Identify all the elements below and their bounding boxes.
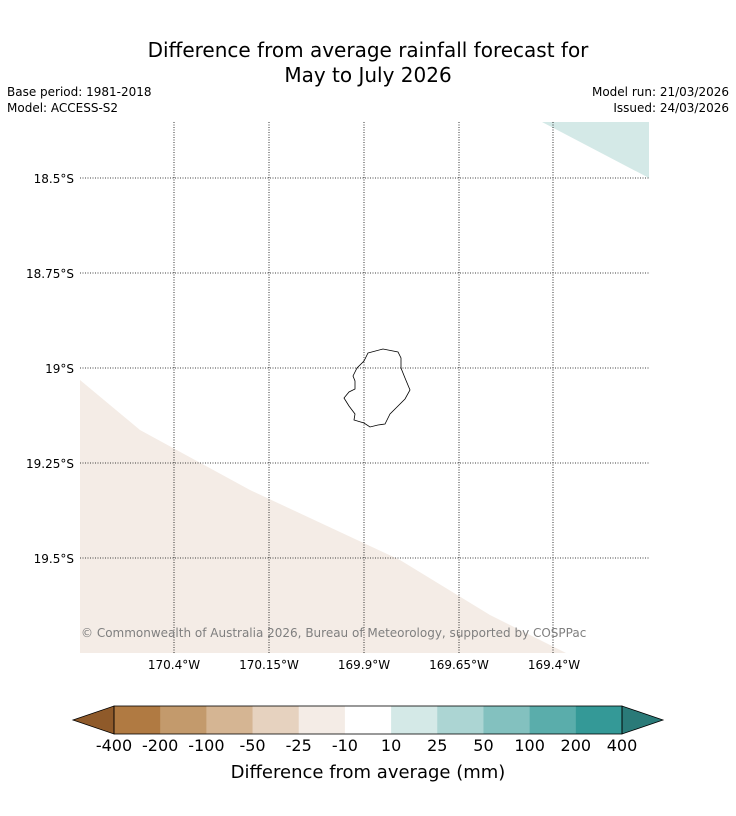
model-run: Model run: 21/03/2026 (591, 85, 729, 99)
wet-region (542, 122, 649, 178)
island-coastline (343, 348, 411, 428)
colorbar-tick-label: 10 (381, 736, 401, 755)
dry-region (80, 380, 566, 653)
lon-label-170-15: 170.15°W (239, 658, 299, 672)
lon-label-169-4: 169.4°W (528, 658, 580, 672)
colorbar-segment (575, 706, 623, 734)
colorbar-segment (483, 706, 531, 734)
copyright-note: © Commonwealth of Australia 2026, Bureau… (81, 626, 586, 640)
model-name: Model: ACCESS-S2 (7, 101, 119, 115)
colorbar-tick-label: -50 (239, 736, 265, 755)
colorbar-tick-label: 100 (514, 736, 545, 755)
colorbar-tick-label: 200 (561, 736, 592, 755)
colorbar-outline (113, 705, 623, 735)
lat-label-18-75: 18.75°S (26, 267, 74, 281)
colorbar-segment (252, 706, 300, 734)
colorbar-segment (391, 706, 438, 734)
colorbar-segments (114, 706, 623, 734)
colorbar-segment (298, 706, 346, 734)
title-line-2: May to July 2026 (284, 63, 452, 87)
lon-label-169-9: 169.9°W (338, 658, 390, 672)
meta-right: Model run: 21/03/2026 Issued: 24/03/2026 (592, 84, 729, 116)
colorbar-tick-label: -400 (96, 736, 132, 755)
gridlines (80, 122, 649, 653)
colorbar-tick-label: -10 (332, 736, 358, 755)
chart-title: Difference from average rainfall forecas… (0, 38, 736, 88)
colorbar-label: Difference from average (mm) (231, 762, 506, 783)
lon-label-169-65: 169.65°W (429, 658, 489, 672)
colorbar-segment (529, 706, 577, 734)
colorbar-tick-label: -25 (286, 736, 312, 755)
lat-label-19-25: 19.25°S (26, 457, 74, 471)
colorbar-segment (344, 706, 392, 734)
colorbar-tick-label: 25 (427, 736, 447, 755)
colorbar-tick-label: -100 (188, 736, 224, 755)
colorbar-tick-label: -200 (142, 736, 178, 755)
colorbar-segment (160, 706, 207, 734)
colorbar-segment (206, 706, 254, 734)
colorbar-tick-label: 400 (607, 736, 638, 755)
lat-label-18-5: 18.5°S (34, 172, 74, 186)
lon-label-170-4: 170.4°W (148, 658, 200, 672)
base-period: Base period: 1981-2018 (7, 85, 152, 99)
colorbar-high-extend (621, 705, 665, 735)
issued-date: Issued: 24/03/2026 (613, 101, 729, 115)
colorbar-low-extend (71, 705, 115, 735)
colorbar-tick-label: 50 (473, 736, 493, 755)
lat-label-19-5: 19.5°S (34, 552, 74, 566)
meta-left: Base period: 1981-2018 Model: ACCESS-S2 (7, 84, 152, 116)
title-line-1: Difference from average rainfall forecas… (147, 38, 589, 62)
colorbar-segment (114, 706, 161, 734)
colorbar-segment (437, 706, 484, 734)
colorbar-ticks: -400 -200 -100 -50 -25 -10 10 25 50 100 200 400 (96, 736, 637, 755)
lat-label-19: 19°S (45, 362, 74, 376)
